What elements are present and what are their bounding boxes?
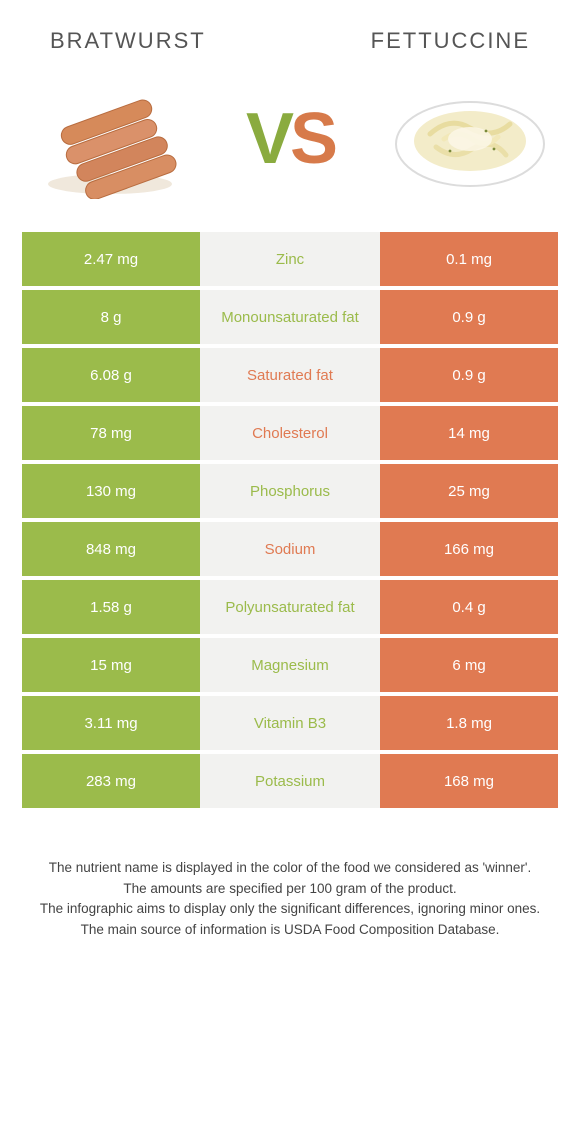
left-value: 1.58 g	[22, 580, 200, 634]
nutrient-name: Phosphorus	[200, 464, 380, 518]
left-value: 283 mg	[22, 754, 200, 808]
vs-v: V	[246, 99, 290, 179]
nutrient-name: Monounsaturated fat	[200, 290, 380, 344]
table-row: 1.58 gPolyunsaturated fat0.4 g	[22, 580, 558, 634]
right-value: 166 mg	[380, 522, 558, 576]
table-row: 3.11 mgVitamin B31.8 mg	[22, 696, 558, 750]
nutrient-name: Cholesterol	[200, 406, 380, 460]
table-row: 848 mgSodium166 mg	[22, 522, 558, 576]
table-row: 2.47 mgZinc0.1 mg	[22, 232, 558, 286]
images-row: VS	[0, 66, 580, 232]
left-value: 2.47 mg	[22, 232, 200, 286]
nutrient-name: Potassium	[200, 754, 380, 808]
left-value: 8 g	[22, 290, 200, 344]
bratwurst-image	[30, 74, 190, 204]
footnote-line: The main source of information is USDA F…	[38, 920, 542, 940]
table-row: 6.08 gSaturated fat0.9 g	[22, 348, 558, 402]
footnotes: The nutrient name is displayed in the co…	[0, 812, 580, 939]
table-row: 15 mgMagnesium6 mg	[22, 638, 558, 692]
footnote-line: The amounts are specified per 100 gram o…	[38, 879, 542, 899]
header: BRATWURST FETTUCCINE	[0, 0, 580, 66]
table-row: 8 gMonounsaturated fat0.9 g	[22, 290, 558, 344]
footnote-line: The nutrient name is displayed in the co…	[38, 858, 542, 878]
right-value: 168 mg	[380, 754, 558, 808]
nutrient-name: Saturated fat	[200, 348, 380, 402]
left-value: 78 mg	[22, 406, 200, 460]
left-value: 15 mg	[22, 638, 200, 692]
nutrient-name: Vitamin B3	[200, 696, 380, 750]
table-row: 283 mgPotassium168 mg	[22, 754, 558, 808]
fettuccine-image	[390, 74, 550, 204]
right-value: 25 mg	[380, 464, 558, 518]
left-value: 848 mg	[22, 522, 200, 576]
right-value: 1.8 mg	[380, 696, 558, 750]
left-food-title: BRATWURST	[50, 28, 206, 54]
left-value: 130 mg	[22, 464, 200, 518]
table-row: 130 mgPhosphorus25 mg	[22, 464, 558, 518]
nutrient-name: Zinc	[200, 232, 380, 286]
vs-s: S	[290, 99, 334, 179]
left-value: 3.11 mg	[22, 696, 200, 750]
comparison-table: 2.47 mgZinc0.1 mg8 gMonounsaturated fat0…	[0, 232, 580, 808]
vs-label: VS	[246, 103, 334, 175]
nutrient-name: Sodium	[200, 522, 380, 576]
left-value: 6.08 g	[22, 348, 200, 402]
footnote-line: The infographic aims to display only the…	[38, 899, 542, 919]
nutrient-name: Polyunsaturated fat	[200, 580, 380, 634]
right-food-title: FETTUCCINE	[371, 28, 530, 54]
table-row: 78 mgCholesterol14 mg	[22, 406, 558, 460]
right-value: 14 mg	[380, 406, 558, 460]
right-value: 0.9 g	[380, 348, 558, 402]
right-value: 0.9 g	[380, 290, 558, 344]
right-value: 0.1 mg	[380, 232, 558, 286]
right-value: 6 mg	[380, 638, 558, 692]
right-value: 0.4 g	[380, 580, 558, 634]
nutrient-name: Magnesium	[200, 638, 380, 692]
